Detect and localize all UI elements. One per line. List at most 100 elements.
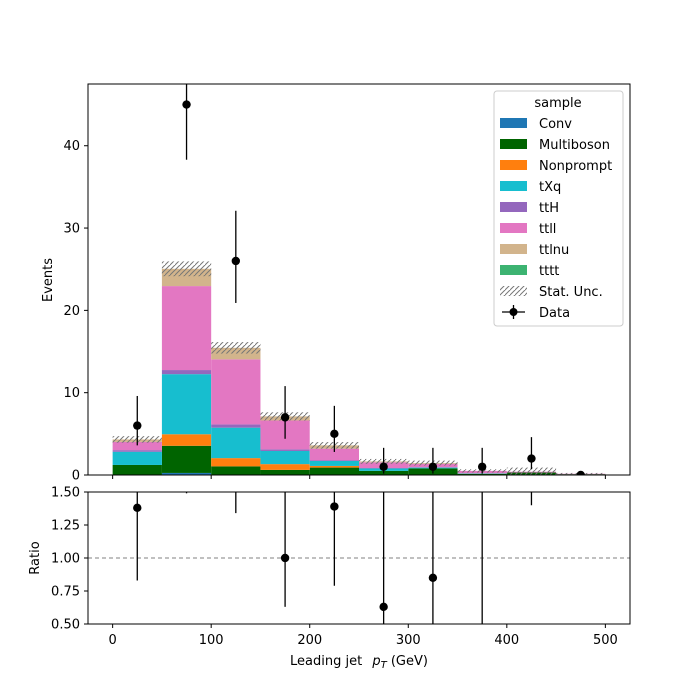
legend-title: sample <box>534 96 581 111</box>
stat-unc-band-bin-2 <box>211 342 261 354</box>
ratio-y-tick-label-1.00: 1.00 <box>51 552 80 567</box>
legend-swatch-ttlnu <box>500 244 527 254</box>
main-y-tick-label-0: 0 <box>72 469 80 484</box>
ratio-point-3 <box>280 553 290 563</box>
legend-swatch-conv <box>500 118 527 128</box>
bar-nonprompt-bin-1 <box>161 434 212 446</box>
bar-tth-bin-3 <box>260 449 310 451</box>
main-plot-frame <box>87 83 631 476</box>
ratio-y-tick-label-0.75: 0.75 <box>51 585 80 600</box>
bar-tth-bin-0 <box>112 450 162 452</box>
bar-nonprompt-bin-2 <box>211 458 261 467</box>
main-y-tick-label-10: 10 <box>63 386 80 401</box>
bar-txq-bin-4 <box>309 461 359 466</box>
x-tick-label-500: 500 <box>593 633 618 648</box>
legend: sample Conv Multiboson Nonprompt tXq ttH ttll… <box>493 90 624 327</box>
bar-txq-bin-0 <box>112 451 162 465</box>
bar-txq-bin-1 <box>161 374 212 435</box>
stat-unc-band-bin-8 <box>506 467 557 475</box>
ratio-plot-background <box>88 492 630 624</box>
main-y-tick-label-20: 20 <box>63 304 80 319</box>
x-axis-label-subscript: T <box>381 660 388 671</box>
x-tick-label-300: 300 <box>396 633 421 648</box>
legend-swatch-nonprompt <box>500 160 527 170</box>
legend-label-data: Data <box>539 306 570 321</box>
bar-ttll-bin-0 <box>112 441 162 451</box>
x-tick-label-200: 200 <box>297 633 322 648</box>
data-point-3 <box>280 413 290 422</box>
legend-swatch-tth <box>500 202 527 212</box>
bar-multiboson-bin-0 <box>112 464 162 475</box>
x-tick-label-0: 0 <box>108 633 116 648</box>
ratio-y-tick-label-0.50: 0.50 <box>51 618 80 633</box>
ratio-point-7 <box>478 640 486 648</box>
bar-ttll-bin-2 <box>211 359 261 425</box>
x-tick-label-400: 400 <box>494 633 519 648</box>
bar-ttll-bin-4 <box>309 448 359 461</box>
bar-nonprompt-bin-4 <box>309 465 359 468</box>
bar-nonprompt-bin-3 <box>260 464 310 470</box>
data-point-0 <box>133 421 142 430</box>
bar-multiboson-bin-4 <box>309 467 359 475</box>
bar-multiboson-bin-7 <box>457 473 507 475</box>
stat-unc-band-bin-1 <box>161 261 212 277</box>
ratio-point-5 <box>379 602 388 612</box>
legend-label-stat-unc: Stat. Unc. <box>539 285 603 300</box>
bar-multiboson-bin-1 <box>161 445 212 473</box>
bar-ttll-bin-1 <box>161 286 212 371</box>
bar-txq-bin-2 <box>211 427 261 459</box>
ratio-point-0 <box>133 503 142 513</box>
bar-multiboson-bin-3 <box>260 469 310 475</box>
data-point-8 <box>527 454 536 463</box>
legend-label-ttll: ttll <box>539 222 556 237</box>
x-axis-label-unit: (GeV) <box>387 654 428 669</box>
data-point-1 <box>182 100 191 109</box>
bar-tth-bin-4 <box>309 460 359 462</box>
data-point-7 <box>477 462 487 471</box>
bar-conv-bin-1 <box>161 472 212 475</box>
legend-label-conv: Conv <box>539 117 572 132</box>
data-point-4 <box>330 429 339 439</box>
legend-label-ttlnu: ttlnu <box>539 243 569 258</box>
legend-swatch-tttt <box>500 265 527 275</box>
ratio-x-ticks: 0 100 200 300 400 500 <box>108 624 618 648</box>
ratio-y-tick-label-1.50: 1.50 <box>51 486 80 501</box>
main-y-ticks: 0 10 20 30 40 <box>63 139 88 484</box>
data-point-9 <box>576 470 585 475</box>
x-axis-label-text: Leading jet <box>290 654 366 669</box>
legend-swatch-txq <box>500 181 527 191</box>
data-points <box>133 84 585 475</box>
legend-label-tttt: tttt <box>539 264 559 279</box>
x-tick-label-100: 100 <box>199 633 224 648</box>
main-y-tick-label-30: 30 <box>63 222 80 237</box>
bar-txq-bin-3 <box>260 450 310 465</box>
ratio-y-ticks: 0.50 0.75 1.00 1.25 1.50 <box>51 486 88 633</box>
main-y-tick-label-40: 40 <box>63 139 80 154</box>
main-y-axis-label: Events <box>41 258 56 302</box>
ratio-plot-panel: 0.50 0.75 1.00 1.25 1.50 0 100 200 300 400 500 Ra… <box>28 486 631 694</box>
ratio-plot-frame <box>87 491 631 625</box>
legend-swatch-ttll <box>500 223 527 233</box>
x-axis-label-math: p <box>371 654 380 669</box>
data-point-6 <box>428 462 438 471</box>
data-point-2 <box>231 256 241 266</box>
x-axis-label: Leading jet pT (GeV) <box>290 654 428 671</box>
data-point-5 <box>379 462 388 471</box>
bar-tth-bin-2 <box>211 424 261 428</box>
ratio-point-6 <box>428 573 438 582</box>
legend-swatch-stat-unc <box>500 286 527 296</box>
main-x-ticks <box>112 475 606 479</box>
legend-label-multiboson: Multiboson <box>539 138 610 153</box>
ratio-point-9 <box>577 686 585 694</box>
ratio-points <box>133 492 585 694</box>
legend-items: Conv Multiboson Nonprompt tXq ttH ttll ttlnu tt… <box>500 117 612 321</box>
bar-multiboson-bin-2 <box>211 466 261 475</box>
legend-label-nonprompt: Nonprompt <box>539 159 612 174</box>
bar-ttlnu-bin-2 <box>211 347 261 360</box>
bar-tth-bin-1 <box>161 370 212 375</box>
legend-swatch-multiboson <box>500 139 527 149</box>
ratio-point-4 <box>330 502 339 511</box>
legend-label-txq: tXq <box>539 180 561 195</box>
legend-label-tth: ttH <box>539 201 559 216</box>
